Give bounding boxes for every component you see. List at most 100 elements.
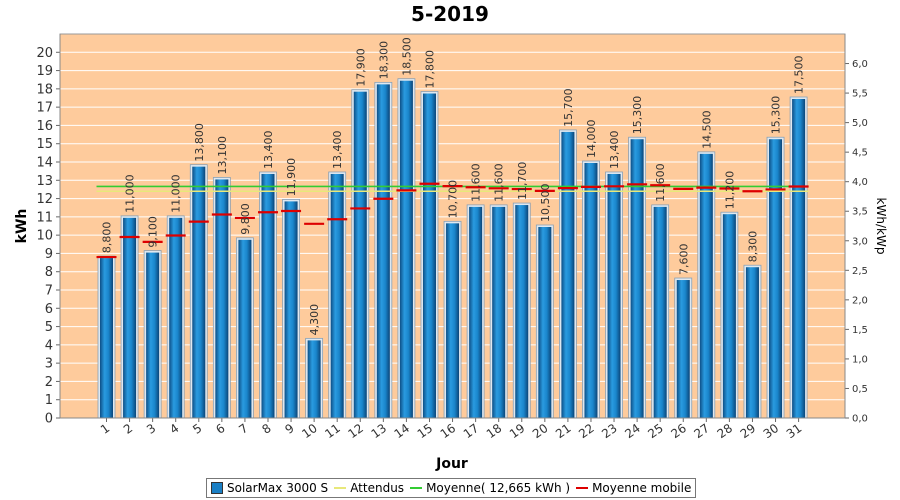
chart-legend: SolarMax 3000 S Attendus Moyenne( 12,665… (206, 478, 697, 498)
y2-tick-label: 0,5 (852, 384, 868, 395)
y-tick-label: 20 (36, 46, 53, 61)
y2-tick-label: 1,0 (852, 354, 868, 365)
bar (330, 173, 344, 418)
y-tick-label: 16 (36, 119, 53, 134)
bar-value-label: 15,300 (770, 96, 783, 135)
y2-tick-label: 5,5 (852, 89, 868, 100)
bar-value-label: 11,600 (470, 163, 483, 202)
lines-layer (96, 182, 809, 259)
y-tick-label: 13 (36, 174, 53, 189)
x-tick-label: 24 (622, 421, 643, 441)
bar-value-label: 11,200 (723, 171, 736, 210)
bar (699, 153, 713, 418)
y2-tick-label: 3,0 (852, 236, 868, 247)
bar-value-label: 11,000 (124, 174, 137, 213)
x-tick-label: 23 (599, 421, 620, 441)
bar (446, 223, 460, 418)
bar (792, 99, 806, 418)
bar (238, 239, 252, 418)
y2-tick-label: 2,0 (852, 295, 868, 306)
legend-item-attendus: Attendus (334, 481, 404, 495)
bar-labels-layer: 8,800 11,000 9,100 11,000 13,800 13,100 9,800 1… (101, 37, 806, 335)
x-tick-label: 31 (784, 421, 805, 441)
bar-value-label: 17,800 (423, 50, 436, 89)
x-tick-label: 6 (213, 421, 227, 437)
x-tick-label: 11 (322, 421, 343, 441)
legend-label-attendus: Attendus (350, 481, 405, 495)
bar-value-label: 11,700 (516, 162, 529, 201)
bar-value-label: 7,600 (677, 244, 690, 276)
y2-tick-label: 6,0 (852, 59, 868, 70)
x-tick-label: 13 (369, 421, 390, 441)
y-tick-label: 5 (45, 320, 53, 335)
bar-value-label: 13,400 (331, 130, 344, 169)
y-tick-label: 19 (36, 64, 53, 79)
x-tick-label: 2 (121, 421, 135, 437)
bar-value-label: 13,400 (262, 130, 275, 169)
bar (284, 201, 298, 418)
y-tick-label: 1 (45, 393, 53, 408)
bar (769, 139, 783, 418)
x-tick-label: 4 (167, 421, 181, 437)
y-tick-label: 0 (45, 412, 53, 427)
y2-tick-label: 2,5 (852, 266, 868, 277)
y-tick-label: 11 (36, 210, 53, 225)
x-tick-label: 5 (190, 421, 204, 437)
x-tick-label: 9 (282, 421, 296, 437)
y2-tick-label: 1,5 (852, 325, 868, 336)
bar (515, 205, 529, 418)
bar-value-label: 18,500 (400, 37, 413, 76)
bar-value-label: 15,300 (631, 96, 644, 135)
bar (492, 206, 506, 418)
bar-value-label: 10,500 (539, 184, 552, 223)
x-tick-label: 17 (461, 421, 482, 441)
bar-value-label: 10,700 (447, 180, 460, 219)
y-tick-label: 18 (36, 82, 53, 97)
chart-title: 5-2019 (411, 2, 489, 26)
y-tick-label: 15 (36, 137, 53, 152)
y-tick-label: 4 (45, 338, 53, 353)
bar-value-label: 18,300 (377, 41, 390, 80)
bar-value-label: 11,600 (654, 163, 667, 202)
bar (561, 131, 575, 418)
y2-tick-label: 5,0 (852, 118, 868, 129)
legend-label-moyenne-mobile: Moyenne mobile (592, 481, 692, 495)
bar (353, 91, 367, 418)
bar (630, 139, 644, 418)
x-tick-label: 22 (576, 421, 597, 441)
y2-tick-label: 4,0 (852, 177, 868, 188)
bar-value-label: 4,300 (308, 304, 321, 336)
x-tick-label: 14 (392, 421, 413, 441)
y-tick-label: 7 (45, 284, 53, 299)
y-tick-label: 14 (36, 156, 53, 171)
bar-value-label: 17,500 (793, 56, 806, 95)
bar (676, 280, 690, 418)
bar (215, 179, 229, 418)
x-tick-label: 1 (98, 421, 112, 437)
bar (376, 84, 390, 418)
bar (722, 214, 736, 418)
bar-value-label: 13,100 (216, 136, 229, 175)
x-tick-label: 16 (438, 421, 459, 441)
bar-value-label: 17,900 (354, 48, 367, 87)
y2-tick-label: 3,5 (852, 207, 868, 218)
x-tick-label: 20 (530, 421, 551, 441)
bar-value-label: 11,900 (285, 158, 298, 197)
bar (745, 267, 759, 418)
bar-value-label: 9,800 (239, 203, 252, 235)
bar (653, 206, 667, 418)
x-tick-label: 29 (738, 421, 759, 441)
x-tick-label: 12 (345, 421, 366, 441)
bar-value-label: 11,600 (493, 163, 506, 202)
x-tick-label: 19 (507, 421, 528, 441)
bar (169, 217, 183, 418)
y-axis-label: kWh (14, 209, 30, 244)
x-tick-label: 28 (715, 421, 736, 441)
bar-value-label: 13,400 (608, 130, 621, 169)
y-tick-label: 3 (45, 357, 53, 372)
bar (192, 166, 206, 418)
bar (307, 340, 321, 418)
bar (584, 163, 598, 418)
bar-value-label: 14,500 (700, 110, 713, 149)
legend-label-moyenne: Moyenne( 12,665 kWh ) (426, 481, 571, 495)
